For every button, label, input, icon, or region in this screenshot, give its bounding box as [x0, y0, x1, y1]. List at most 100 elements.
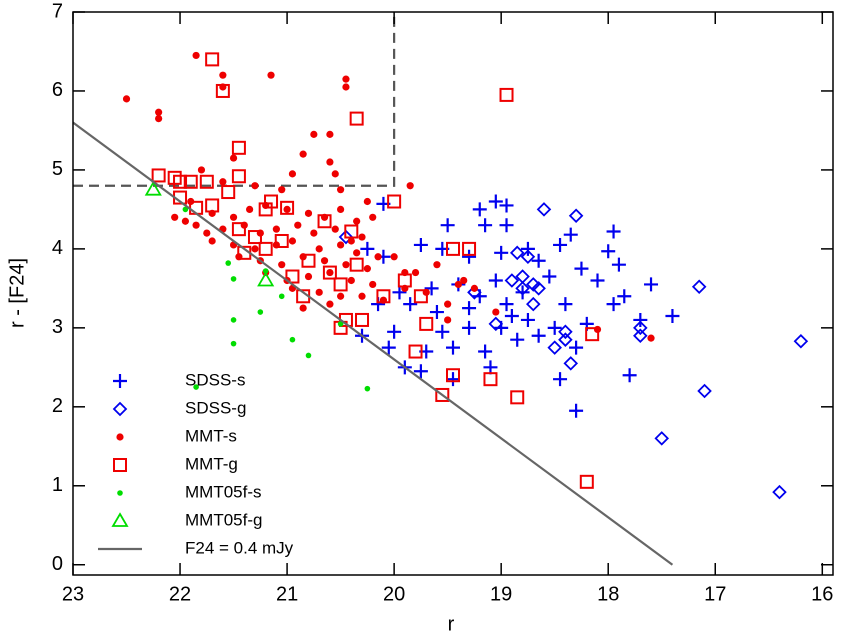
point [574, 261, 589, 276]
point [446, 241, 460, 256]
point [205, 52, 220, 67]
point [258, 202, 273, 217]
point [433, 261, 441, 269]
point [192, 51, 200, 60]
point [369, 213, 377, 221]
point [310, 130, 318, 138]
point [499, 198, 514, 213]
point [413, 289, 428, 304]
point [374, 253, 382, 261]
point [568, 208, 584, 223]
point [462, 249, 477, 264]
x-tick-label: 20 [383, 583, 405, 605]
point [526, 277, 541, 292]
point [360, 241, 375, 256]
point [406, 182, 414, 190]
point [358, 292, 366, 300]
point [531, 253, 546, 268]
point [122, 95, 131, 103]
point [219, 178, 227, 186]
point [563, 227, 578, 242]
point [181, 217, 189, 225]
point [454, 280, 462, 289]
point [569, 403, 584, 418]
point [205, 198, 220, 213]
point [363, 265, 371, 273]
y-axis-label: r - [F24] [6, 258, 28, 328]
point [772, 484, 787, 500]
point [247, 230, 262, 245]
point [510, 390, 525, 405]
y-tick-label: 6 [52, 79, 63, 101]
point [558, 297, 573, 312]
point [230, 276, 237, 282]
point [697, 383, 712, 399]
point [289, 336, 296, 343]
point [633, 320, 648, 336]
point [317, 214, 332, 229]
point [483, 360, 498, 375]
point [285, 269, 300, 284]
point [553, 372, 568, 387]
point [460, 276, 468, 285]
point [144, 180, 162, 196]
point [246, 205, 254, 214]
x-tick-label: 21 [276, 583, 298, 605]
point [462, 301, 477, 316]
point [305, 352, 312, 359]
point [494, 245, 509, 260]
point [478, 344, 493, 359]
point [488, 273, 503, 288]
point [203, 229, 211, 237]
point [326, 158, 334, 166]
point [376, 289, 391, 304]
point [278, 261, 286, 269]
point [611, 257, 626, 272]
legend-label: SDSS-s [185, 370, 245, 389]
point [304, 272, 313, 281]
point [229, 213, 238, 221]
point [470, 284, 479, 292]
point [531, 328, 546, 343]
point [601, 244, 616, 259]
point [483, 372, 498, 387]
point [691, 279, 707, 295]
point [155, 108, 163, 116]
point [467, 285, 482, 300]
point [419, 316, 434, 331]
point [392, 285, 407, 300]
point [283, 205, 291, 214]
point [274, 233, 289, 248]
point [231, 169, 246, 184]
point [510, 332, 525, 347]
point [301, 253, 316, 268]
point [488, 316, 504, 332]
point [267, 71, 275, 79]
point [197, 166, 206, 174]
point [326, 300, 334, 308]
point [647, 334, 655, 342]
point [515, 285, 530, 300]
point [606, 297, 621, 312]
point [333, 277, 348, 292]
legend-label: F24 = 0.4 mJy [185, 538, 294, 557]
point [251, 182, 259, 190]
point [337, 186, 345, 194]
point [155, 114, 163, 123]
point [221, 185, 236, 200]
point [304, 209, 313, 217]
point [369, 280, 377, 289]
point [331, 170, 339, 178]
point [542, 269, 557, 284]
point [397, 273, 412, 288]
point [585, 327, 600, 342]
point [337, 241, 345, 249]
point [492, 308, 500, 316]
point [315, 245, 323, 253]
point [408, 344, 423, 359]
point [215, 83, 230, 98]
point [347, 237, 355, 245]
x-tick-label: 17 [704, 583, 726, 605]
point [229, 154, 238, 162]
legend-marker [117, 490, 123, 496]
